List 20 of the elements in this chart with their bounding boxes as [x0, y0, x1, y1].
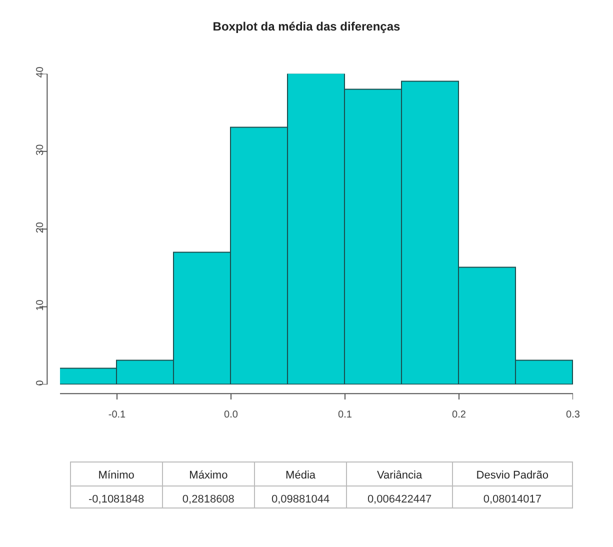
- text: 0,006422447: [367, 493, 432, 506]
- x-tick-label: 0.3: [566, 409, 580, 420]
- text: 0,08014017: [483, 493, 542, 506]
- y-tick-label: 40: [35, 66, 46, 78]
- text: Desvio Padrão: [476, 469, 548, 482]
- x-tick-label: 0.1: [338, 409, 352, 420]
- y-tick-label: 10: [35, 299, 46, 311]
- text: Máximo: [189, 469, 228, 482]
- chart-title: Boxplot da média das diferenças: [212, 19, 401, 34]
- text: Variância: [377, 469, 423, 482]
- text: 0,2818608: [182, 493, 234, 506]
- y-tick-label: 20: [35, 222, 46, 234]
- text: Média: [286, 469, 316, 482]
- x-tick-label: 0.0: [224, 409, 238, 420]
- x-tick-label: 0.2: [452, 409, 466, 420]
- text: -0,1081848: [88, 493, 144, 506]
- text: Mínimo: [98, 469, 134, 482]
- y-tick-label: 0: [35, 380, 46, 386]
- x-tick-label: -0.1: [108, 409, 126, 420]
- text: 0,09881044: [271, 493, 330, 506]
